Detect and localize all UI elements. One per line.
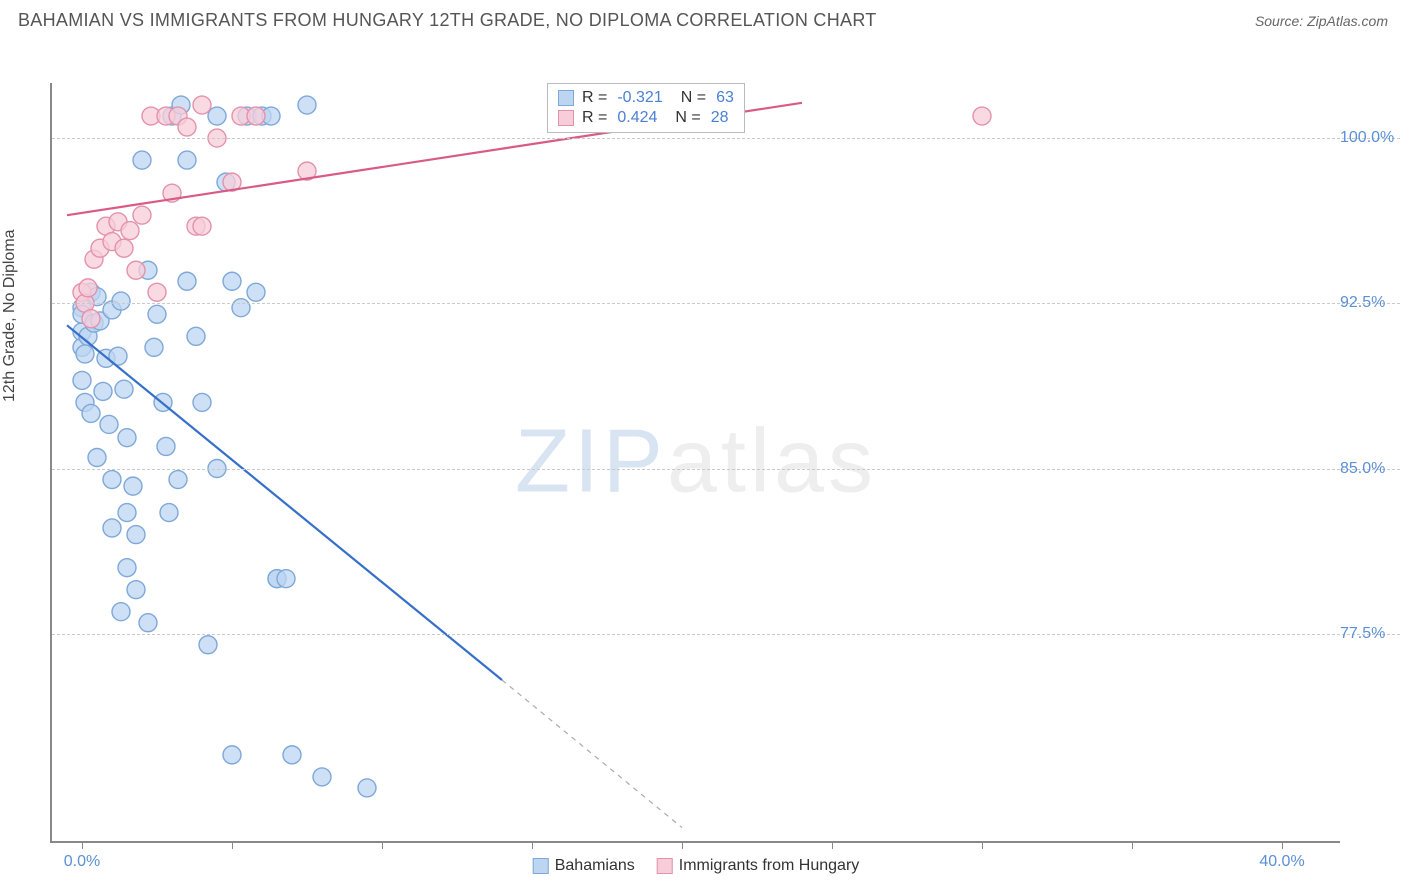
- data-point: [103, 471, 121, 489]
- correlation-legend: R = -0.321 N = 63 R = 0.424 N = 28: [547, 83, 745, 133]
- data-point: [145, 338, 163, 356]
- chart-wrap: 12th Grade, No Diploma ZIPatlas R = -0.3…: [0, 37, 1406, 887]
- data-point: [247, 107, 265, 125]
- y-tick-label: 92.5%: [1340, 294, 1402, 312]
- data-point: [118, 429, 136, 447]
- legend-r-value-1: -0.321: [617, 89, 662, 107]
- data-point: [313, 768, 331, 786]
- data-point: [298, 96, 316, 114]
- data-point: [124, 477, 142, 495]
- data-point: [358, 779, 376, 797]
- data-point: [82, 404, 100, 422]
- data-point: [79, 279, 97, 297]
- data-point: [100, 415, 118, 433]
- data-point: [283, 746, 301, 764]
- data-point: [208, 107, 226, 125]
- data-point: [115, 380, 133, 398]
- data-point: [139, 614, 157, 632]
- source-label: Source: ZipAtlas.com: [1255, 13, 1388, 29]
- data-point: [199, 636, 217, 654]
- x-tick-label: 40.0%: [1259, 853, 1304, 871]
- data-point: [112, 292, 130, 310]
- data-point: [187, 327, 205, 345]
- trend-line: [67, 325, 502, 680]
- x-tick-label: 0.0%: [64, 853, 100, 871]
- data-point: [169, 471, 187, 489]
- data-point: [103, 519, 121, 537]
- legend-n-value-2: 28: [711, 109, 729, 127]
- chart-header: BAHAMIAN VS IMMIGRANTS FROM HUNGARY 12TH…: [0, 0, 1406, 37]
- swatch-hungary: [657, 858, 673, 874]
- data-point: [121, 222, 139, 240]
- data-point: [118, 504, 136, 522]
- y-axis-label: 12th Grade, No Diploma: [1, 229, 19, 402]
- data-point: [247, 283, 265, 301]
- data-point: [133, 206, 151, 224]
- y-tick-label: 85.0%: [1340, 460, 1402, 478]
- data-point: [148, 305, 166, 323]
- data-point: [88, 448, 106, 466]
- data-point: [178, 118, 196, 136]
- legend-r-label: R =: [582, 109, 607, 127]
- swatch-bahamians: [533, 858, 549, 874]
- data-point: [94, 382, 112, 400]
- bottom-legend-item-2: Immigrants from Hungary: [657, 857, 860, 875]
- data-point: [277, 570, 295, 588]
- data-point: [193, 393, 211, 411]
- data-point: [118, 559, 136, 577]
- data-point: [133, 151, 151, 169]
- chart-title: BAHAMIAN VS IMMIGRANTS FROM HUNGARY 12TH…: [18, 10, 877, 31]
- swatch-hungary: [558, 110, 574, 126]
- legend-r-value-2: 0.424: [617, 109, 657, 127]
- data-point: [160, 504, 178, 522]
- data-point: [193, 217, 211, 235]
- data-point: [127, 261, 145, 279]
- data-point: [76, 345, 94, 363]
- legend-n-value-1: 63: [716, 89, 734, 107]
- data-point: [127, 581, 145, 599]
- data-point: [178, 151, 196, 169]
- bottom-legend-item-1: Bahamians: [533, 857, 635, 875]
- data-point: [178, 272, 196, 290]
- plot-area: ZIPatlas R = -0.321 N = 63 R = 0.424 N =…: [50, 83, 1340, 843]
- swatch-bahamians: [558, 90, 574, 106]
- y-tick-label: 77.5%: [1340, 625, 1402, 643]
- legend-n-label: N =: [681, 89, 706, 107]
- data-point: [973, 107, 991, 125]
- data-point: [82, 310, 100, 328]
- data-point: [223, 272, 241, 290]
- data-point: [115, 239, 133, 257]
- data-point: [127, 526, 145, 544]
- legend-row-2: R = 0.424 N = 28: [556, 108, 736, 128]
- data-point: [157, 437, 175, 455]
- y-tick-label: 100.0%: [1340, 129, 1402, 147]
- data-point: [193, 96, 211, 114]
- legend-r-label: R =: [582, 89, 607, 107]
- data-point: [148, 283, 166, 301]
- bottom-legend: Bahamians Immigrants from Hungary: [533, 857, 860, 875]
- trend-line-extrapolated: [502, 680, 682, 828]
- data-point: [223, 746, 241, 764]
- bottom-legend-label-2: Immigrants from Hungary: [679, 857, 860, 875]
- legend-n-label: N =: [675, 109, 700, 127]
- data-point: [232, 299, 250, 317]
- bottom-legend-label-1: Bahamians: [555, 857, 635, 875]
- data-point: [112, 603, 130, 621]
- legend-row-1: R = -0.321 N = 63: [556, 88, 736, 108]
- data-point: [73, 371, 91, 389]
- plot-svg: [52, 83, 1340, 841]
